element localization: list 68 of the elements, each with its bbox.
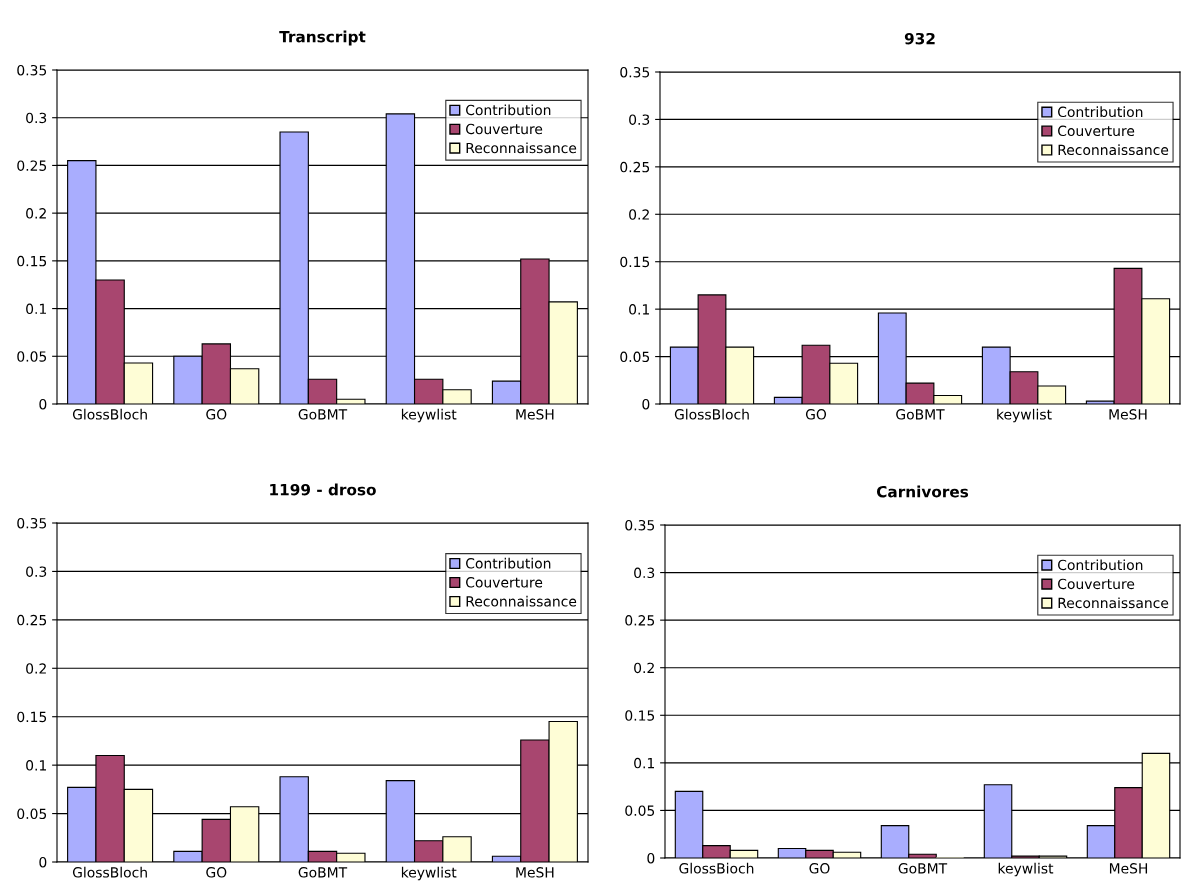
y-tick-label: 0.35 bbox=[620, 66, 650, 78]
x-tick-label: MeSH bbox=[1109, 863, 1148, 874]
x-tick-label: keywlist bbox=[401, 408, 457, 423]
y-tick-label: 0.05 bbox=[17, 808, 47, 820]
y-tick-label: 0 bbox=[39, 398, 47, 410]
legend-label: Reconnaissance bbox=[1058, 597, 1169, 609]
x-tick-label: GO bbox=[206, 409, 227, 420]
y-tick-label: 0.1 bbox=[634, 757, 654, 769]
legend-label: Couverture bbox=[1058, 578, 1135, 590]
chart-title: Transcript bbox=[279, 30, 366, 46]
y-tick-label: 0.25 bbox=[17, 614, 47, 626]
x-tick-label: keywlist bbox=[998, 862, 1054, 877]
legend-label: Contribution bbox=[466, 104, 551, 116]
y-tick-label: 0.1 bbox=[26, 760, 46, 771]
x-tick-label: GO bbox=[206, 867, 227, 878]
y-tick-label: 0.35 bbox=[17, 64, 47, 76]
y-tick-label: 0.15 bbox=[625, 710, 655, 721]
x-tick-label: keywlist bbox=[401, 866, 457, 881]
y-tick-label: 0.15 bbox=[17, 711, 47, 723]
y-tick-label: 0.15 bbox=[17, 255, 47, 267]
x-tick-label: MeSH bbox=[516, 409, 554, 420]
y-tick-label: 0.35 bbox=[625, 519, 655, 531]
y-tick-label: 0.3 bbox=[26, 112, 47, 124]
x-tick-label: GoBMT bbox=[898, 863, 948, 874]
y-tick-label: 0.1 bbox=[26, 303, 46, 315]
y-tick-label: 0 bbox=[642, 398, 650, 410]
y-tick-label: 0.05 bbox=[620, 351, 650, 363]
legend-label: Contribution bbox=[1058, 106, 1143, 118]
legend-label: Reconnaissance bbox=[466, 142, 577, 154]
legend-label: Reconnaissance bbox=[1058, 144, 1169, 156]
y-tick-label: 0.2 bbox=[634, 662, 654, 674]
legend-label: Couverture bbox=[466, 123, 543, 135]
y-tick-label: 0.05 bbox=[17, 351, 47, 362]
x-tick-label: GlossBloch bbox=[674, 408, 749, 420]
chart-title: 932 bbox=[904, 32, 935, 45]
y-tick-label: 0.1 bbox=[629, 304, 649, 315]
y-tick-label: 0 bbox=[647, 852, 655, 864]
y-tick-label: 0.35 bbox=[17, 517, 47, 529]
y-tick-label: 0.05 bbox=[625, 805, 655, 816]
x-tick-label: GoBMT bbox=[298, 867, 348, 878]
chart-title: Carnivores bbox=[876, 485, 969, 498]
y-tick-label: 0.15 bbox=[620, 256, 650, 268]
x-tick-label: GoBMT bbox=[896, 409, 945, 420]
legend-label: Contribution bbox=[466, 557, 551, 569]
y-tick-label: 0.25 bbox=[17, 160, 47, 171]
y-tick-label: 0.25 bbox=[625, 615, 655, 626]
y-tick-label: 0.2 bbox=[26, 208, 46, 219]
legend-label: Reconnaissance bbox=[466, 595, 577, 607]
x-tick-label: keywlist bbox=[997, 408, 1052, 423]
x-tick-label: MeSH bbox=[1109, 409, 1147, 420]
x-tick-label: GO bbox=[809, 863, 830, 874]
legend-label: Contribution bbox=[1058, 559, 1143, 571]
x-tick-label: GlossBloch bbox=[72, 408, 147, 420]
y-tick-label: 0.3 bbox=[26, 566, 47, 577]
x-tick-label: GoBMT bbox=[298, 409, 348, 420]
y-tick-label: 0.2 bbox=[26, 663, 46, 674]
legend-label: Couverture bbox=[1058, 125, 1135, 137]
x-tick-label: GlossBioch bbox=[679, 862, 754, 874]
y-tick-label: 0.3 bbox=[629, 114, 650, 125]
y-tick-label: 0.2 bbox=[629, 209, 649, 220]
y-tick-label: 0.3 bbox=[634, 567, 655, 579]
x-tick-label: GlossBloch bbox=[72, 866, 147, 878]
x-tick-label: MeSH bbox=[516, 867, 554, 878]
y-tick-label: 0 bbox=[39, 856, 47, 868]
legend-label: Couverture bbox=[466, 577, 543, 588]
chart-title: 1199 - droso bbox=[270, 483, 376, 496]
y-tick-label: 0.25 bbox=[620, 161, 650, 173]
x-tick-label: GO bbox=[805, 409, 827, 420]
